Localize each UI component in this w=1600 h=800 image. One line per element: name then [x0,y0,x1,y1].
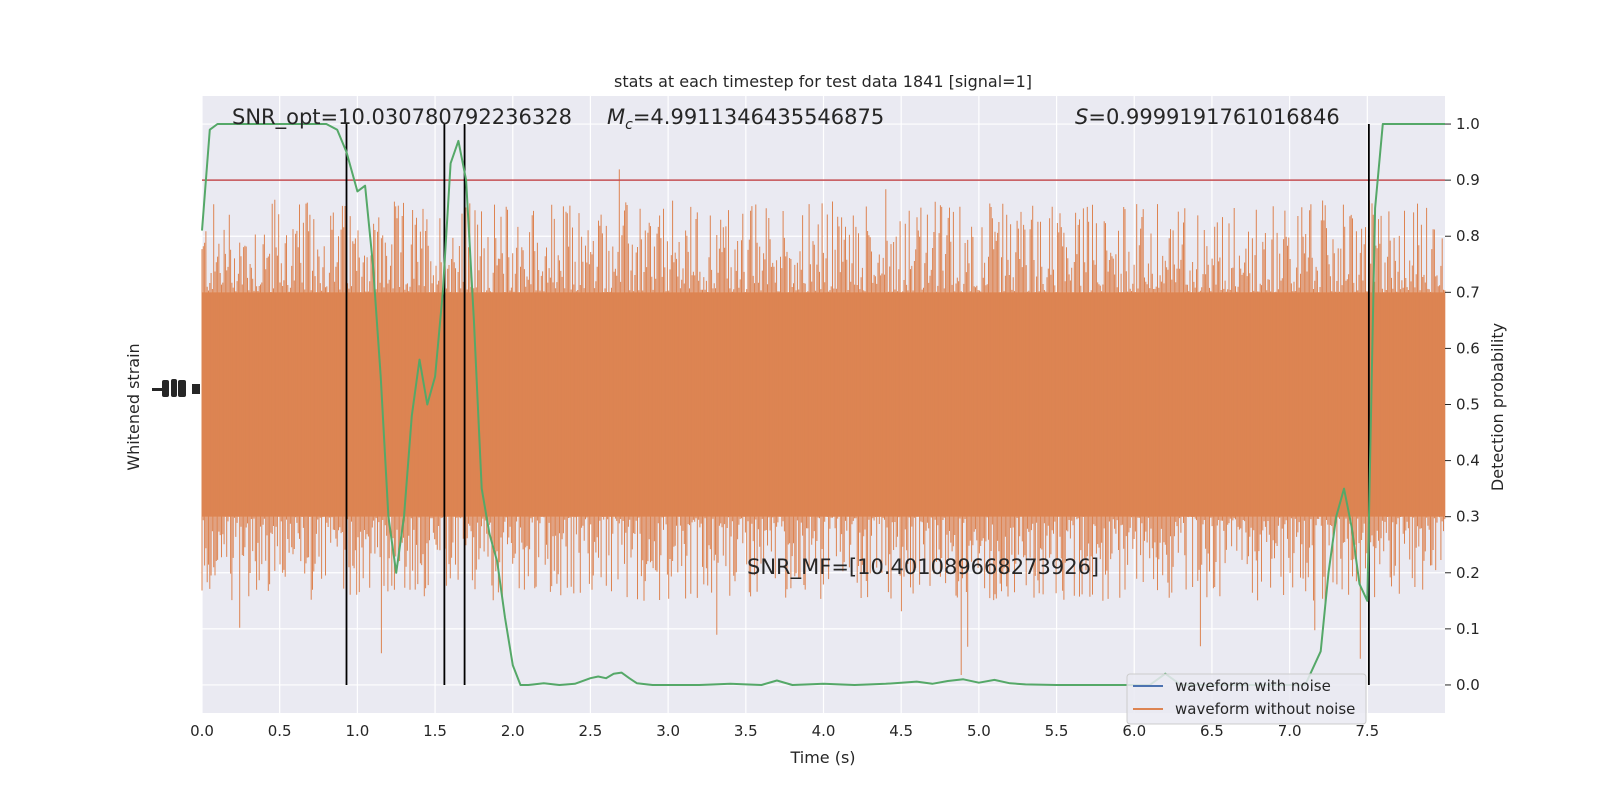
x-tick-label: 6.5 [1200,722,1224,740]
score-annotation: S=0.9999191761016846 [1075,105,1340,129]
snr-mf-annotation: SNR_MF=[10.401089668273926] [747,555,1099,580]
strain-spikes [201,169,1446,675]
x-tick-labels: 0.0 0.5 1.0 1.5 2.0 2.5 3.0 3.5 4.0 4.5 5.0 5.5 6.0 6… [190,722,1379,740]
y-right-tick-labels: 0.0 0.1 0.2 0.3 0.4 0.5 0.6 0.7 0.8 0.9 1.0 [1445,115,1480,694]
x-tick-label: 2.5 [579,722,603,740]
y-tick-label: 0.3 [1456,508,1480,526]
x-tick-label: 1.0 [345,722,369,740]
x-tick-label: 4.5 [889,722,913,740]
y-tick-label: 0.0 [1456,676,1480,694]
legend-label-without-noise: waveform without noise [1175,700,1355,718]
chirp-mass-annotation: Mc=4.9911346435546875 [607,105,884,133]
vertical-markers [345,124,1370,685]
y-tick-label: 0.2 [1456,564,1480,582]
y-tick-label: 0.6 [1456,339,1480,357]
x-tick-label: 1.5 [423,722,447,740]
y-axis-left-label: Whitened strain [124,343,143,470]
x-tick-label: 7.0 [1278,722,1302,740]
score-value: =0.9999191761016846 [1088,105,1339,129]
y-tick-label: 1.0 [1456,115,1480,133]
chirp-mass-value: =4.9911346435546875 [633,105,884,129]
x-tick-label: 0.0 [190,722,214,740]
y-axis-right-label: Detection probability [1488,323,1507,491]
chirp-mass-subscript: c [625,117,633,133]
y-tick-label: 0.4 [1456,452,1480,470]
strain-series [201,169,1446,675]
y-tick-label: 0.8 [1456,227,1480,245]
chirp-mass-symbol: M [607,105,625,129]
x-tick-label: 6.0 [1122,722,1146,740]
snr-opt-annotation: SNR_opt=10.030780792236328 [232,105,572,130]
legend: waveform with noise waveform without noi… [1126,673,1367,725]
score-symbol: S [1075,105,1088,129]
legend-box [1126,673,1367,725]
legend-label-with-noise: waveform with noise [1175,677,1331,695]
y-tick-label: 0.5 [1456,396,1480,414]
y-tick-label: 0.7 [1456,283,1480,301]
x-tick-label: 5.5 [1045,722,1069,740]
y-tick-label: 0.1 [1456,620,1480,638]
left-axis-tick-cluster [152,379,200,397]
x-axis-label: Time (s) [789,748,855,767]
y-tick-label: 0.9 [1456,171,1480,189]
chart-title: stats at each timestep for test data 184… [614,72,1032,91]
x-tick-label: 3.0 [656,722,680,740]
x-tick-label: 5.0 [967,722,991,740]
x-tick-label: 2.0 [501,722,525,740]
x-tick-label: 0.5 [268,722,292,740]
x-tick-label: 4.0 [812,722,836,740]
x-tick-label: 7.5 [1355,722,1379,740]
x-tick-label: 3.5 [734,722,758,740]
